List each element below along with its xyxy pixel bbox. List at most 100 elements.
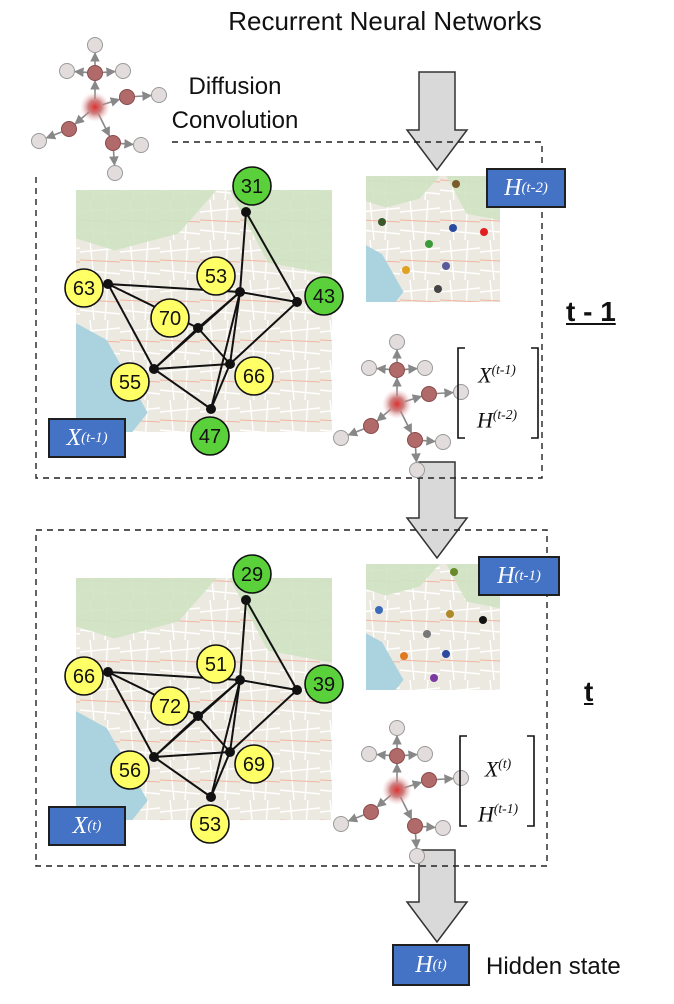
matrix-h-base: H [477,801,494,827]
diffusion-outer-node [31,133,47,149]
sensor-edge [107,283,155,370]
diffusion-edge [422,822,436,832]
matrix-bracket-right [527,735,535,827]
sensor-edge [239,599,247,681]
sensor-node [232,166,272,206]
sensor-edge [245,211,298,303]
matrix-row-x: X(t-1) [462,350,532,395]
diffusion-outer-node [333,430,349,446]
diffusion-outer-node [417,746,433,762]
sensor-value: 63 [73,278,95,300]
sensor-edge [229,689,298,753]
sensor-node [190,804,230,844]
matrix-row-h: H(t-1) [462,789,534,834]
diffusion-neighbor-node [389,362,405,378]
map-park [229,578,332,663]
sensor-edge [153,368,212,410]
diffusion-graph-header [31,37,167,181]
road-junction [206,792,216,802]
sensor-value: 69 [243,754,265,776]
road-junction [292,685,302,695]
sensor-edge [210,363,231,410]
sensor-graph-step-0: 31 63 53 43 70 55 66 47 [64,166,344,456]
diffusion-edge [436,774,454,784]
diffusion-outer-node [151,87,167,103]
sensor-node [150,686,190,726]
map-dot [378,218,386,226]
road-junction [149,364,159,374]
road-junction [225,747,235,757]
diffusion-outer-node [133,137,149,153]
output-box-base: H [415,951,433,978]
diffusion-outer-node [435,820,451,836]
diffusion-outer-node [409,462,425,478]
road-junction [225,359,235,369]
map-small-t-minus-1 [366,176,500,302]
input-box-x-t: X (t) [48,806,126,846]
diffusion-neighbor-node [363,418,379,434]
map-dot [446,610,454,618]
diffusion-outer-node [361,360,377,376]
sensor-value: 66 [73,666,95,688]
map-park [366,564,440,596]
map-dot [434,285,442,293]
input-box-sup: (t-1) [81,429,108,446]
diffusion-outer-node [389,720,405,736]
matrix-brackets-t [459,735,535,827]
step-frame-t [35,529,548,867]
matrix-brackets-t-minus-1 [457,347,539,439]
diffusion-edge [45,130,62,140]
map-dot [423,630,431,638]
hidden-box-base: H [504,174,522,201]
diffusion-edge [404,364,418,374]
sensor-node [234,744,274,784]
sensor-node [190,416,230,456]
map-park [76,578,217,639]
hidden-box-h-t-minus-1: H (t-1) [478,556,560,596]
sensor-graph-step-1: 29 66 51 39 72 56 69 53 [64,554,344,844]
sensor-value: 70 [159,308,181,330]
road-junction [241,207,251,217]
sensor-edge [229,291,241,365]
diffusion-outer-node [389,334,405,350]
diffusion-neighbor-node [407,432,423,448]
sensor-edge [210,679,241,798]
input-box-base: X [66,424,82,451]
matrix-input-t: X(t) H(t-1) [462,744,534,835]
sensor-edge [153,751,231,758]
road-junction [149,752,159,762]
road-junction [235,287,245,297]
diffusion-neighbor-node [363,804,379,820]
block-arrow-into-t [405,461,469,560]
matrix-row-h: H(t-2) [462,395,532,440]
step-label-t-minus-1: t - 1 [566,296,616,327]
diffusion-center-node [382,775,412,805]
small-map-dots-t-minus-1 [378,180,488,293]
map-small-t [366,564,500,690]
map-large-t [76,578,332,820]
map-dot [449,224,457,232]
map-park [366,176,440,208]
diffusion-outer-node [417,360,433,376]
map-dot [430,674,438,682]
diffusion-edge [134,91,152,101]
diffusion-outer-node [333,816,349,832]
sensor-node [64,268,104,308]
output-box-h-t: H (t) [392,944,470,986]
sensor-edge [239,211,247,293]
diffusion-edge [109,150,119,166]
diffusion-neighbor-node [61,121,77,137]
diffusion-outer-node [59,63,75,79]
sensor-edge [229,301,298,365]
map-water [366,245,404,302]
map-dot [442,650,450,658]
road-junction [241,595,251,605]
output-box-sup: (t) [432,956,447,973]
map-dot [452,180,460,188]
matrix-x-base: X [484,756,499,782]
input-box-x-t-minus-1: X (t-1) [48,418,126,458]
sensor-edge [197,715,231,753]
block-arrow-to-output [405,849,469,944]
sensor-edge [239,291,298,303]
matrix-x-base: X [478,362,492,388]
